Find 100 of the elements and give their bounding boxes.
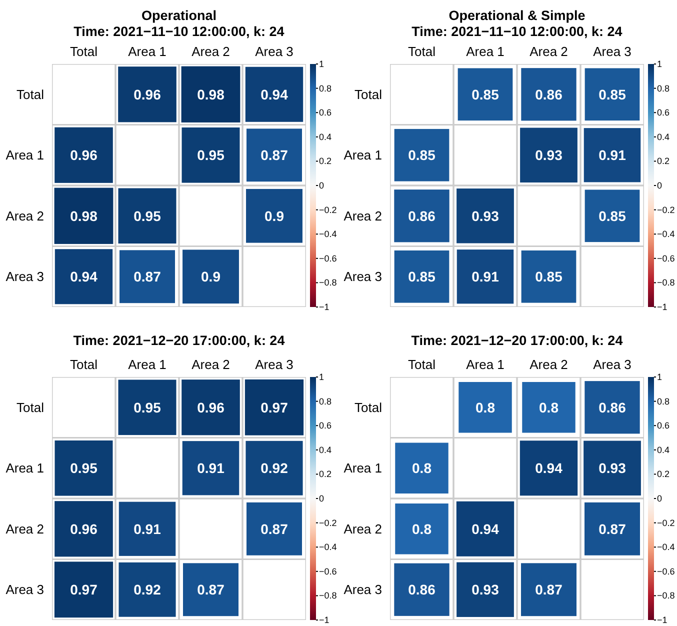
color-bar-label: 0.8 <box>657 396 670 406</box>
data-label: 0.91 <box>197 460 225 476</box>
color-bar-label: 0.8 <box>319 83 332 94</box>
chart-subtitle: Time: 2021−11−10 12:00:00, k: 24 <box>410 24 624 40</box>
color-bar-label: 0.4 <box>657 444 670 455</box>
data-label: 0.92 <box>134 582 162 598</box>
data-label: 0.85 <box>598 208 626 224</box>
color-bar-label: 0.2 <box>319 469 332 480</box>
data-label: 0.9 <box>264 208 284 224</box>
color-bar-label: 1 <box>657 372 662 382</box>
data-label: 0.95 <box>134 208 162 224</box>
y-tick-label: Total <box>354 400 382 415</box>
data-label: 0.85 <box>408 268 436 285</box>
data-label: 0.87 <box>598 520 626 537</box>
data-label: 0.8 <box>539 399 559 416</box>
y-tick-label: Area 2 <box>6 521 44 536</box>
y-tick-label: Area 3 <box>6 269 44 284</box>
color-bar-label: −1 <box>319 302 330 312</box>
color-bar-label: −0.2 <box>319 518 337 528</box>
color-bar-label: −0.6 <box>657 253 675 264</box>
color-bar-label: 0.2 <box>657 156 670 166</box>
data-label: 0.92 <box>260 460 288 476</box>
data-label: 0.96 <box>134 86 162 102</box>
color-bar-label: 0 <box>319 180 324 190</box>
data-label: 0.85 <box>598 86 626 102</box>
x-tick-label: Area 3 <box>255 357 294 372</box>
data-label: 0.98 <box>197 86 225 102</box>
chart-title: Time: 2021−12−20 17:00:00, k: 24 <box>72 333 286 349</box>
chart-title: Time: 2021−12−20 17:00:00, k: 24 <box>410 333 624 349</box>
y-tick-label: Area 2 <box>6 208 44 224</box>
data-label: 0.93 <box>535 147 563 164</box>
y-tick-label: Area 3 <box>6 582 44 598</box>
color-bar-label: −0.4 <box>319 542 337 552</box>
data-label: 0.85 <box>472 86 500 102</box>
color-bar-label: 0.2 <box>657 469 670 480</box>
data-label: 0.91 <box>472 268 500 285</box>
chart-subtitle: Time: 2021−11−10 12:00:00, k: 24 <box>72 24 286 40</box>
x-tick-label: Area 3 <box>593 357 632 372</box>
data-label: 0.95 <box>197 147 225 164</box>
data-label: 0.86 <box>408 582 436 598</box>
color-bar-label: 1 <box>657 59 662 69</box>
color-bar-label: 0.4 <box>657 132 670 142</box>
data-label: 0.9 <box>201 268 221 285</box>
x-tick-label: Area 2 <box>530 44 568 59</box>
y-tick-label: Area 2 <box>344 521 382 536</box>
color-bar-label: −0.4 <box>657 542 675 552</box>
x-tick-label: Area 3 <box>255 44 294 59</box>
y-tick-label: Area 3 <box>344 269 382 284</box>
color-bar-label: −0.2 <box>657 204 675 215</box>
y-tick-label: Total <box>16 86 44 102</box>
color-bar-label: −0.6 <box>319 566 337 576</box>
x-tick-label: Total <box>70 357 98 372</box>
data-label: 0.85 <box>535 268 563 285</box>
data-label: 0.96 <box>70 520 98 537</box>
y-tick-label: Area 1 <box>6 460 44 476</box>
data-label: 0.94 <box>260 86 288 102</box>
data-label: 0.96 <box>197 399 225 416</box>
data-label: 0.95 <box>134 399 162 416</box>
data-label: 0.96 <box>70 147 98 164</box>
data-label: 0.97 <box>70 582 98 598</box>
data-label: 0.94 <box>70 268 98 285</box>
x-tick-label: Area 2 <box>192 357 230 372</box>
color-bar-label: −0.6 <box>319 253 337 264</box>
color-bar-label: 0 <box>657 494 662 504</box>
data-label: 0.8 <box>412 520 432 537</box>
data-label: 0.93 <box>598 460 626 476</box>
data-label: 0.91 <box>134 520 162 537</box>
data-label: 0.87 <box>535 582 563 598</box>
color-bar-label: 0.4 <box>319 444 332 455</box>
x-tick-label: Total <box>408 44 436 59</box>
color-bar-label: 0.6 <box>319 108 332 118</box>
color-bar-label: −1 <box>657 615 668 625</box>
color-bar-label: −1 <box>319 615 330 625</box>
y-tick-label: Area 1 <box>344 148 382 163</box>
data-label: 0.87 <box>260 520 288 537</box>
data-label: 0.93 <box>472 582 500 598</box>
color-bar-label: −0.4 <box>657 229 675 240</box>
color-bar-label: 0.6 <box>319 420 332 431</box>
x-tick-label: Area 2 <box>192 44 230 59</box>
color-bar-label: −0.4 <box>319 229 337 240</box>
data-label: 0.86 <box>408 208 436 224</box>
x-tick-label: Area 1 <box>128 357 166 372</box>
data-label: 0.93 <box>472 208 500 224</box>
data-label: 0.86 <box>535 86 563 102</box>
color-bar-label: 0.8 <box>319 396 332 406</box>
color-bar-label: −0.6 <box>657 566 675 576</box>
data-label: 0.85 <box>408 147 436 164</box>
data-label: 0.87 <box>134 268 162 285</box>
y-tick-label: Area 1 <box>344 460 382 476</box>
data-label: 0.91 <box>598 147 626 164</box>
data-label: 0.87 <box>260 147 288 164</box>
color-bar-label: −0.8 <box>319 590 337 601</box>
x-tick-label: Area 3 <box>593 44 632 59</box>
data-label: 0.86 <box>598 399 626 416</box>
y-tick-label: Total <box>354 86 382 102</box>
color-bar-label: −0.2 <box>319 204 337 215</box>
data-label: 0.95 <box>70 460 98 476</box>
color-bar-label: 1 <box>319 372 324 382</box>
x-tick-label: Total <box>70 44 98 59</box>
color-bar-label: 1 <box>319 59 324 69</box>
